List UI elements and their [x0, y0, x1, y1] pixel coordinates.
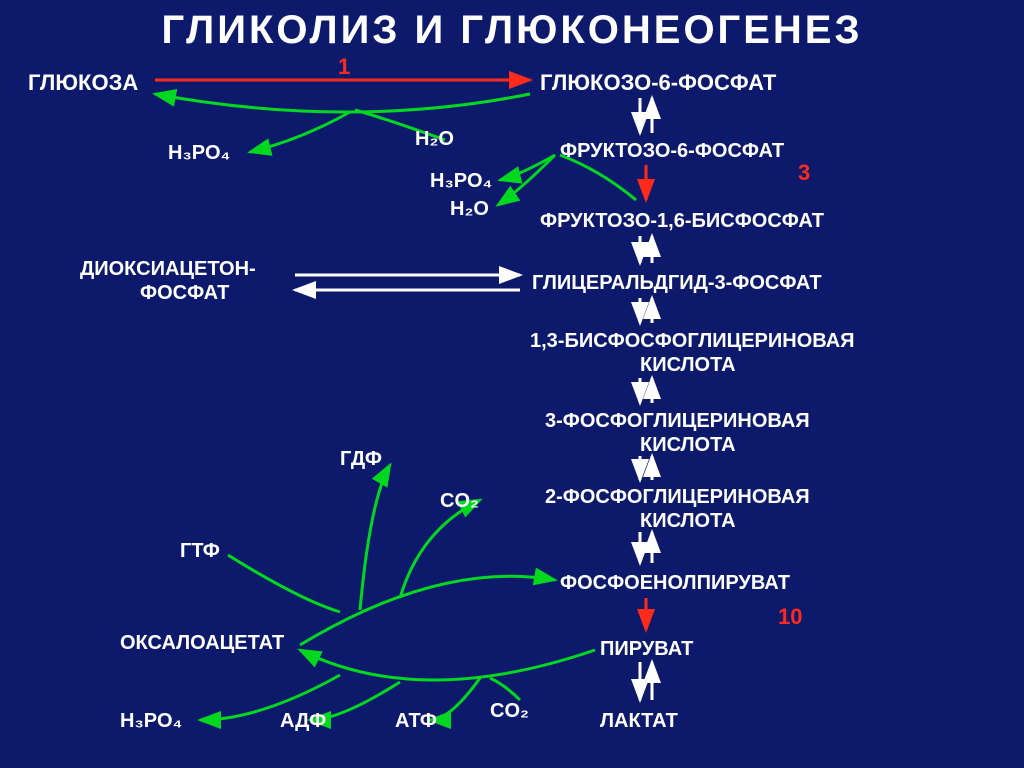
metabolite-dhap2: ФОСФАТ — [140, 282, 229, 305]
metabolite-lactate: ЛАКТАТ — [600, 710, 678, 733]
metabolite-atp: АТФ — [395, 710, 437, 733]
arrow-33 — [228, 555, 340, 612]
step-number-n10: 10 — [778, 604, 802, 630]
metabolite-pyruvate: ПИРУВАТ — [600, 638, 693, 661]
metabolite-dhap1: ДИОКСИАЦЕТОН- — [80, 258, 256, 281]
metabolite-adp: АДФ — [280, 710, 326, 733]
metabolite-h3po4_top: H₃PO₄ — [168, 142, 230, 165]
arrow-32 — [360, 465, 390, 610]
metabolite-bpg2: КИСЛОТА — [640, 354, 736, 377]
arrow-8 — [500, 155, 555, 180]
metabolite-pg3_1: 3-ФОСФОГЛИЦЕРИНОВАЯ — [545, 410, 810, 433]
metabolite-co2_bot: CO₂ — [490, 700, 529, 723]
metabolite-pg2_2: КИСЛОТА — [640, 510, 736, 533]
metabolite-bpg1: 1,3-БИСФОСФОГЛИЦЕРИНОВАЯ — [530, 330, 855, 353]
arrow-26 — [430, 678, 480, 720]
metabolite-h2o_top: H₂O — [415, 128, 454, 151]
metabolite-gdp: ГДФ — [340, 448, 382, 471]
arrow-25 — [300, 650, 595, 680]
arrow-29 — [490, 678, 520, 700]
arrow-1 — [155, 94, 530, 112]
metabolite-oaa: ОКСАЛОАЦЕТАТ — [120, 632, 284, 655]
metabolite-gap: ГЛИЦЕРАЛЬДГИД-3-ФОСФАТ — [532, 272, 822, 295]
step-number-n3: 3 — [798, 160, 810, 186]
metabolite-gtp: ГТФ — [180, 540, 220, 563]
metabolite-f16bp: ФРУКТОЗО-1,6-БИСФОСФАТ — [540, 210, 824, 233]
metabolite-f6p: ФРУКТОЗО-6-ФОСФАТ — [560, 140, 784, 163]
metabolite-glucose: ГЛЮКОЗА — [28, 70, 138, 96]
arrow-2 — [250, 112, 350, 152]
metabolite-pg3_2: КИСЛОТА — [640, 434, 736, 457]
metabolite-h3po4_bot: H₃PO₄ — [120, 710, 182, 733]
metabolite-pep: ФОСФОЕНОЛПИРУВАТ — [560, 572, 790, 595]
metabolite-co2_up: CO₂ — [440, 490, 479, 513]
metabolite-pg2_1: 2-ФОСФОГЛИЦЕРИНОВАЯ — [545, 486, 810, 509]
metabolite-g6p: ГЛЮКОЗО-6-ФОСФАТ — [540, 70, 776, 96]
step-number-n1: 1 — [338, 54, 350, 80]
arrow-7 — [498, 155, 555, 205]
metabolite-h3po4_mid: H₃PO₄ — [430, 170, 492, 193]
metabolite-h2o_mid: H₂O — [450, 198, 489, 221]
